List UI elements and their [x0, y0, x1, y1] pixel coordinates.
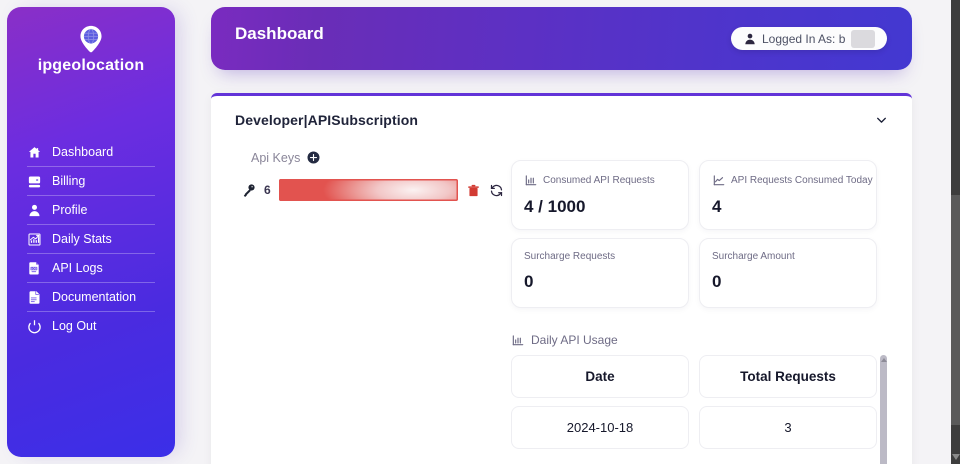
svg-text:LOG: LOG	[31, 266, 38, 270]
